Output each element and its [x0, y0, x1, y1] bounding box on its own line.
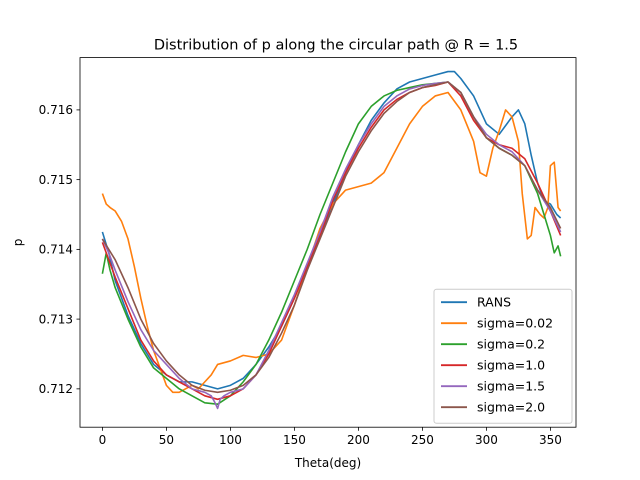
legend-label: sigma=1.5: [477, 379, 545, 394]
legend: RANS sigma=0.02 sigma=0.2 sigma=1.0 sigma=1.…: [433, 288, 573, 424]
y-axis-label: p: [11, 239, 25, 247]
y-tick-label: 0.715: [39, 173, 73, 187]
y-tick-label: 0.714: [39, 243, 73, 257]
x-tick-label: 0: [99, 433, 107, 447]
y-axis: 0.712 0.713 0.714 0.715 0.716: [39, 103, 80, 396]
legend-label: sigma=1.0: [477, 358, 545, 373]
y-tick-label: 0.713: [39, 312, 73, 326]
legend-label: sigma=0.2: [477, 337, 545, 352]
x-axis-label: Theta(deg): [294, 456, 361, 470]
x-tick-label: 50: [159, 433, 174, 447]
legend-label: sigma=0.02: [477, 316, 553, 331]
x-tick-label: 100: [219, 433, 242, 447]
series-layer: [101, 70, 562, 410]
y-tick-label: 0.716: [39, 103, 73, 117]
y-tick-label: 0.712: [39, 382, 73, 396]
x-tick-label: 350: [539, 433, 562, 447]
x-tick-label: 200: [347, 433, 370, 447]
legend-label: RANS: [477, 295, 511, 310]
x-tick-label: 150: [283, 433, 306, 447]
x-tick-label: 250: [411, 433, 434, 447]
legend-label: sigma=2.0: [477, 400, 545, 415]
chart-title: Distribution of p along the circular pat…: [154, 38, 518, 54]
plot-frame: [79, 57, 577, 428]
series-line-1: [101, 91, 562, 394]
x-tick-label: 300: [475, 433, 498, 447]
legend-frame: [433, 288, 573, 424]
x-axis: 0 50 100 150 200 250 300 350: [99, 427, 562, 447]
series-line-5: [101, 81, 562, 394]
